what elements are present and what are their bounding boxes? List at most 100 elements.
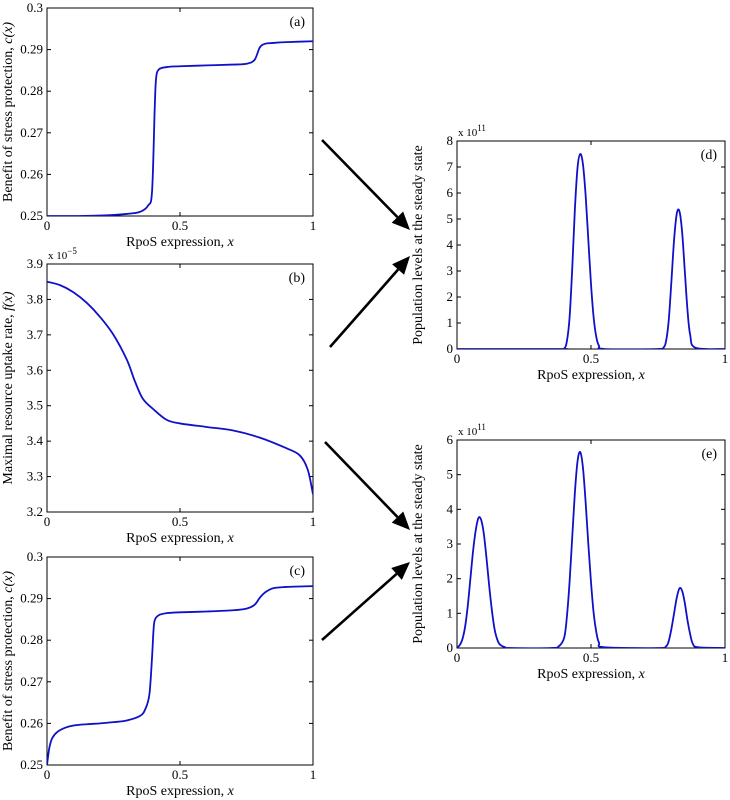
y-axis-label-var-a: c(x): [1, 22, 16, 44]
plot-frame-b: [46, 263, 314, 513]
x-tick-label-c: 0: [44, 767, 51, 782]
x-axis-label-var-b: x: [227, 531, 235, 546]
x-tick-label-d: 0.5: [583, 351, 599, 366]
series-line-c-0: [47, 585, 313, 765]
x-tick-label-d: 1: [722, 351, 729, 366]
panel-b: 0 0.5 1 3.2 3.3 3.4 3.5 3.6 3.7 3.8 3.9 x 10−5 RpoS …: [1, 246, 316, 546]
x-tick-label-b: 0: [44, 514, 51, 529]
y-tick-label-c: 0.26: [20, 715, 43, 730]
panel-d: 0 0.5 1 0 1 2 3 4 5 6 7 8 x 1011 RpoS expression, x Po…: [411, 123, 728, 383]
y-tick-label-d: 3: [447, 263, 454, 278]
y-tick-label-d: 7: [447, 159, 454, 174]
plot-frame-e: [456, 439, 726, 649]
y-tick-label-d: 4: [447, 237, 454, 252]
x-tick-label-e: 0: [454, 650, 461, 665]
arrow-line-1: [329, 268, 400, 348]
y-axis-label-text-a: Benefit of stress protection,: [1, 44, 16, 202]
y-tick-label-a: 0.3: [27, 0, 43, 15]
x-axis-label-c: RpoS expression, x: [126, 784, 235, 799]
y-axis-label-text-b: Maximal resource uptake rate,: [1, 311, 16, 485]
y-tick-label-d: 2: [447, 289, 454, 304]
exponent-label-d: x 1011: [458, 123, 486, 139]
y-tick-label-e: 4: [447, 501, 454, 516]
panel-label-a: (a): [289, 15, 305, 30]
x-tick-label-a: 0.5: [172, 218, 188, 233]
y-axis-label-e: Population levels at the steady state: [411, 444, 426, 643]
x-axis-label-text-d: RpoS expression,: [537, 368, 639, 383]
arrows-group: [321, 139, 410, 641]
x-tick-label-e: 0.5: [583, 650, 599, 665]
y-tick-label-d: 1: [447, 315, 454, 330]
panel-e: 0 0.5 1 0 1 2 3 4 5 6 x 1011 RpoS expression, x Popu…: [411, 422, 728, 682]
exponent-base-d: x 10: [458, 127, 478, 139]
y-tick-label-c: 0.28: [20, 632, 43, 647]
y-tick-label-b: 3.7: [27, 327, 44, 342]
y-tick-label-e: 5: [447, 467, 454, 482]
x-tick-label-c: 0.5: [172, 767, 188, 782]
y-tick-label-e: 0: [447, 640, 454, 655]
y-tick-label-a: 0.25: [20, 208, 43, 223]
y-tick-label-d: 5: [447, 211, 454, 226]
y-tick-label-e: 2: [447, 571, 454, 586]
y-tick-label-b: 3.3: [27, 469, 43, 484]
arrow-head-0: [391, 211, 410, 230]
y-tick-label-b: 3.5: [27, 398, 43, 413]
x-tick-label-d: 0: [454, 351, 461, 366]
x-axis-label-var-d: x: [638, 368, 646, 383]
y-axis-label-c: Benefit of stress protection, c(x): [1, 571, 16, 751]
x-axis-label-var-e: x: [638, 667, 646, 682]
y-tick-label-b: 3.4: [27, 433, 44, 448]
x-axis-label-text-a: RpoS expression,: [126, 235, 228, 250]
x-tick-label-b: 1: [310, 514, 317, 529]
series-line-d-0: [457, 153, 725, 349]
x-axis-label-text-b: RpoS expression,: [126, 531, 228, 546]
y-axis-label-text-e: Population levels at the steady state: [411, 444, 426, 643]
x-tick-label-b: 0.5: [172, 514, 188, 529]
series-line-e-0: [457, 451, 725, 648]
plot-frame-a: [46, 7, 314, 217]
y-tick-label-d: 6: [447, 185, 454, 200]
arrow-head-3: [391, 562, 410, 580]
y-tick-label-d: 0: [447, 341, 454, 356]
y-tick-label-b: 3.6: [27, 362, 44, 377]
y-tick-label-e: 6: [447, 432, 454, 447]
exponent-label-b: x 10−5: [48, 246, 77, 262]
panel-label-c: (c): [289, 564, 305, 579]
exponent-label-e: x 1011: [458, 422, 486, 438]
series-line-a-0: [47, 40, 313, 216]
panel-label-b: (b): [289, 271, 306, 286]
arrow-line-2: [324, 441, 399, 518]
x-axis-label-b: RpoS expression, x: [126, 531, 235, 546]
y-tick-label-e: 1: [447, 605, 454, 620]
arrow-head-2: [391, 511, 410, 530]
y-axis-label-var-c: c(x): [1, 571, 16, 593]
exponent-base-b: x 10: [48, 250, 68, 262]
arrow-line-3: [321, 572, 398, 641]
y-tick-label-a: 0.29: [20, 42, 43, 57]
exponent-power-e: 11: [477, 422, 486, 432]
y-axis-label-b: Maximal resource uptake rate, f(x): [1, 291, 16, 485]
y-tick-label-a: 0.26: [20, 166, 43, 181]
y-tick-label-c: 0.29: [20, 591, 43, 606]
exponent-base-e: x 10: [458, 426, 478, 438]
panel-label-d: (d): [701, 148, 718, 163]
x-axis-label-d: RpoS expression, x: [537, 368, 646, 383]
y-axis-label-var-b: f(x): [1, 291, 16, 311]
y-tick-label-d: 8: [447, 133, 454, 148]
x-axis-label-var-a: x: [227, 235, 235, 250]
y-tick-label-e: 3: [447, 536, 454, 551]
y-axis-label-text-d: Population levels at the steady state: [411, 145, 426, 344]
x-tick-label-c: 1: [310, 767, 317, 782]
x-tick-label-a: 1: [310, 218, 317, 233]
y-tick-label-b: 3.2: [27, 504, 43, 519]
exponent-power-b: −5: [67, 246, 77, 256]
y-tick-label-a: 0.27: [20, 125, 43, 140]
y-axis-label-text-c: Benefit of stress protection,: [1, 593, 16, 751]
x-tick-label-e: 1: [722, 650, 729, 665]
x-tick-label-a: 0: [44, 218, 51, 233]
x-axis-label-var-c: x: [227, 784, 235, 799]
panel-label-e: (e): [701, 447, 717, 462]
x-axis-label-e: RpoS expression, x: [537, 667, 646, 682]
